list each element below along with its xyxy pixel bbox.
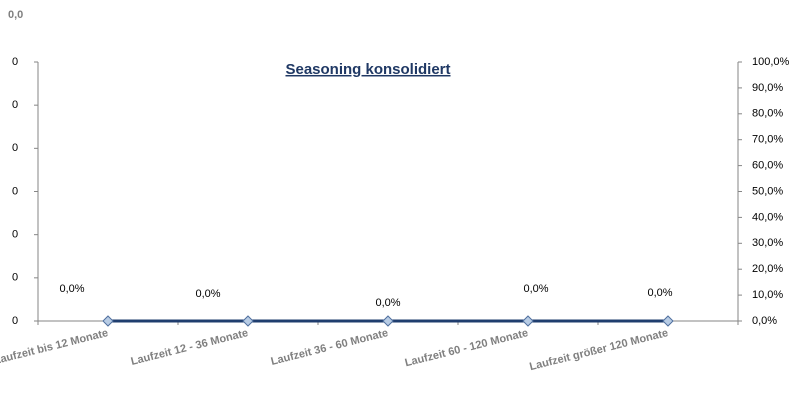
x-tick-label: Laufzeit größer 120 Monate bbox=[528, 327, 669, 373]
y2-tick-label: 10,0% bbox=[752, 289, 783, 301]
y2-tick-label: 90,0% bbox=[752, 82, 783, 94]
x-tick-label: Laufzeit 12 - 36 Monate bbox=[130, 327, 250, 368]
y-tick-label: 0 bbox=[12, 142, 18, 154]
y-tick-label: 0 bbox=[12, 315, 18, 327]
marker bbox=[102, 315, 114, 327]
data-label: 0,0% bbox=[647, 287, 672, 299]
y-tick-label: 0 bbox=[12, 272, 18, 284]
y2-tick-label: 50,0% bbox=[752, 185, 783, 197]
data-label: 0,0% bbox=[195, 288, 220, 300]
y2-tick-label: 60,0% bbox=[752, 160, 783, 172]
marker bbox=[662, 315, 674, 327]
x-tick-label: Laufzeit 60 - 120 Monate bbox=[404, 327, 530, 369]
y2-tick-label: 30,0% bbox=[752, 237, 783, 249]
data-label: 0,0% bbox=[375, 297, 400, 309]
marker bbox=[522, 315, 534, 327]
x-tick-label: Laufzeit 36 - 60 Monate bbox=[270, 327, 390, 368]
chart-title: Seasoning konsolidiert bbox=[285, 61, 450, 78]
y2-tick-label: 0,0% bbox=[752, 315, 777, 327]
y-tick-label: 0 bbox=[12, 56, 18, 68]
x-tick-label: Laufzeit bis 12 Monate bbox=[0, 327, 109, 367]
y2-tick-label: 100,0% bbox=[752, 56, 790, 68]
y2-tick-label: 40,0% bbox=[752, 211, 783, 223]
data-label: 0,0% bbox=[523, 283, 548, 295]
y2-tick-label: 70,0% bbox=[752, 134, 783, 146]
y-tick-label: 0 bbox=[12, 99, 18, 111]
data-label: 0,0% bbox=[59, 283, 84, 295]
marker bbox=[242, 315, 254, 327]
marker bbox=[382, 315, 394, 327]
annotation: 0,0 bbox=[8, 9, 23, 21]
y-tick-label: 0 bbox=[12, 185, 18, 197]
y2-tick-label: 20,0% bbox=[752, 263, 783, 275]
y-tick-label: 0 bbox=[12, 229, 18, 241]
y2-tick-label: 80,0% bbox=[752, 108, 783, 120]
